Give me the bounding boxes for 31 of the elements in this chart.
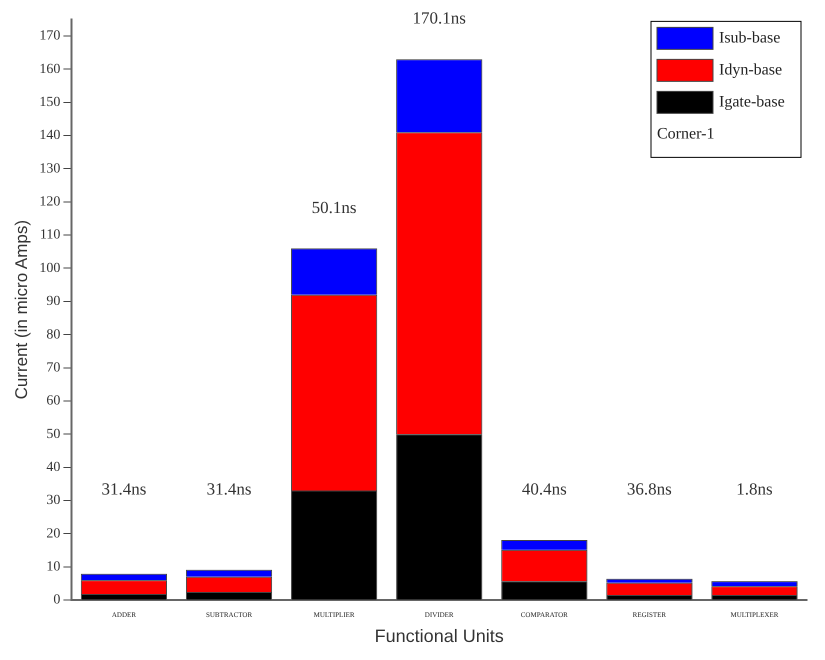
legend-label: Isub-base	[719, 30, 780, 47]
y-tick-label: 80	[46, 327, 60, 342]
annotation: 31.4ns	[102, 479, 146, 498]
y-tick-label: 100	[39, 260, 60, 276]
annotation: 170.1ns	[412, 8, 466, 28]
y-tick-label: 170	[39, 28, 60, 44]
annotation: 31.4ns	[206, 479, 252, 498]
y-tick-label: 160	[39, 62, 60, 77]
y-axis-title: Current (in micro Amps)	[12, 220, 31, 400]
annotation: 1.8ns	[736, 479, 773, 498]
y-tick-label: 40	[46, 460, 60, 475]
y-tick-label: 0	[53, 592, 60, 608]
y-tick-label: 130	[39, 161, 60, 176]
y-tick-label: 70	[46, 360, 60, 376]
legend-label: Idyn-base	[719, 62, 782, 79]
y-tick-label: 30	[46, 493, 60, 508]
y-tick-label: 20	[46, 526, 60, 542]
annotation: 36.8ns	[626, 479, 672, 498]
y-tick-label: 90	[46, 294, 60, 310]
y-tick-label: 140	[39, 128, 60, 144]
y-tick-label: 50	[46, 426, 60, 442]
y-tick-label: 60	[46, 394, 60, 409]
y-tick-label: 110	[40, 228, 60, 243]
annotation: 40.4ns	[522, 479, 567, 498]
y-tick-label: 120	[39, 194, 60, 210]
x-axis-title: Functional Units	[374, 626, 504, 646]
y-tick-label: 150	[39, 95, 60, 110]
y-tick-label: 10	[46, 559, 60, 574]
legend-label: Igate-base	[719, 94, 785, 111]
annotation: 50.1ns	[312, 198, 357, 217]
legend-title: Corner-1	[657, 126, 714, 143]
